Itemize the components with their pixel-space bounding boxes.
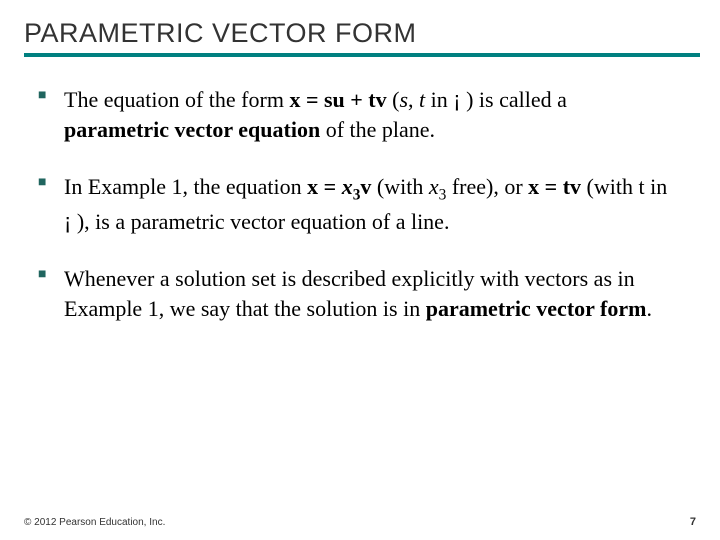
var-s: s xyxy=(399,87,408,112)
title-block: PARAMETRIC VECTOR FORM xyxy=(0,0,720,57)
list-item: Whenever a solution set is described exp… xyxy=(64,264,676,323)
text: (with xyxy=(371,174,428,199)
page-title: PARAMETRIC VECTOR FORM xyxy=(24,18,696,49)
page-number: 7 xyxy=(690,516,696,528)
text: . xyxy=(646,296,652,321)
text: of the plane. xyxy=(320,117,435,142)
text: (with t in xyxy=(581,174,667,199)
copyright-text: © 2012 Pearson Education, Inc. xyxy=(24,517,165,528)
real-icon: ¡ xyxy=(453,85,460,115)
content-area: The equation of the form x = su + tv (s,… xyxy=(0,57,720,324)
var-x: x xyxy=(429,174,439,199)
bullet-list: The equation of the form x = su + tv (s,… xyxy=(64,85,676,324)
text: ) is called a xyxy=(461,87,567,112)
text: ( xyxy=(387,87,400,112)
text: free), or xyxy=(446,174,528,199)
text: In Example 1, the equation xyxy=(64,174,307,199)
equation: x = x3v xyxy=(307,174,371,199)
text: , xyxy=(408,87,419,112)
bold-term: parametric vector form xyxy=(426,296,647,321)
equation: x = tv xyxy=(528,174,581,199)
equation: x = su + tv xyxy=(289,87,386,112)
text: The equation of the form xyxy=(64,87,289,112)
footer: © 2012 Pearson Education, Inc. 7 xyxy=(24,516,696,528)
list-item: The equation of the form x = su + tv (s,… xyxy=(64,85,676,144)
bold-term: parametric vector equation xyxy=(64,117,320,142)
list-item: In Example 1, the equation x = x3v (with… xyxy=(64,172,676,236)
text: ), is a parametric vector equation of a … xyxy=(71,209,449,234)
text: in xyxy=(425,87,453,112)
